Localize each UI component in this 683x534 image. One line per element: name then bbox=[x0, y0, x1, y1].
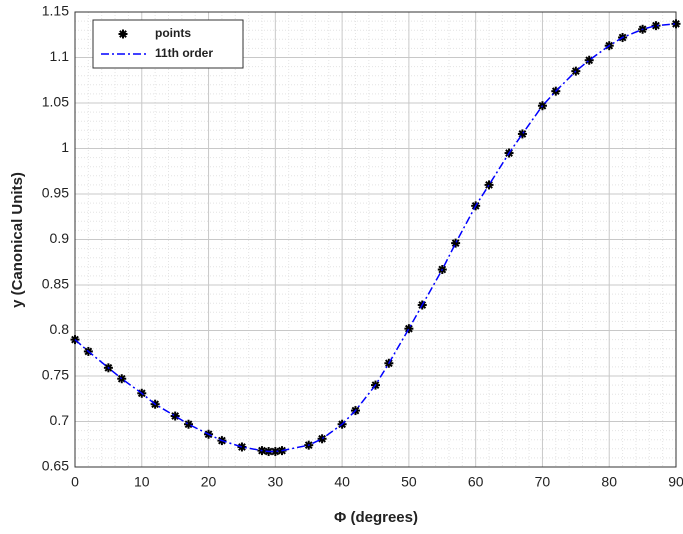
y-tick-label: 0.95 bbox=[42, 185, 69, 201]
x-tick-label: 50 bbox=[401, 474, 417, 490]
marker-stroke bbox=[271, 447, 280, 456]
data-point bbox=[651, 21, 661, 31]
y-tick-label: 1.15 bbox=[42, 3, 69, 19]
x-tick-label: 20 bbox=[201, 474, 217, 490]
legend-label: 11th order bbox=[155, 46, 213, 60]
data-point bbox=[484, 180, 494, 190]
x-tick-label: 90 bbox=[668, 474, 683, 490]
y-tick-label: 0.8 bbox=[50, 321, 70, 337]
x-tick-label: 10 bbox=[134, 474, 150, 490]
y-tick-label: 0.75 bbox=[42, 367, 69, 383]
x-tick-label: 30 bbox=[268, 474, 284, 490]
legend-box bbox=[92, 19, 244, 69]
y-axis-label: y (Canonical Units) bbox=[9, 172, 26, 308]
marker-stroke bbox=[238, 443, 246, 451]
legend-marker bbox=[118, 29, 128, 39]
y-tick-label: 1.1 bbox=[50, 48, 70, 64]
marker-stroke bbox=[184, 420, 193, 429]
fit-line bbox=[74, 23, 677, 453]
y-tick-label: 1 bbox=[61, 139, 69, 155]
marker-stroke bbox=[119, 30, 127, 38]
legend-label: points bbox=[155, 26, 191, 40]
x-tick-label: 40 bbox=[334, 474, 350, 490]
y-tick-label: 1.05 bbox=[42, 94, 69, 110]
y-tick-label: 0.7 bbox=[50, 412, 70, 428]
data-point bbox=[170, 411, 180, 421]
x-tick-label: 80 bbox=[601, 474, 617, 490]
y-tick-label: 0.65 bbox=[42, 458, 69, 474]
plot-frame bbox=[74, 11, 677, 468]
x-tick-label: 60 bbox=[468, 474, 484, 490]
data-point bbox=[451, 238, 461, 248]
x-axis-label: Φ (degrees) bbox=[334, 509, 418, 526]
marker-stroke bbox=[171, 412, 180, 420]
marker-stroke bbox=[672, 19, 680, 28]
x-tick-label: 70 bbox=[535, 474, 551, 490]
data-point bbox=[404, 324, 414, 334]
marker-stroke bbox=[318, 434, 326, 443]
marker-stroke bbox=[404, 324, 413, 333]
y-tick-label: 0.85 bbox=[42, 276, 69, 292]
data-point bbox=[517, 129, 527, 139]
data-point bbox=[184, 419, 194, 429]
data-point bbox=[237, 442, 247, 452]
data-point bbox=[671, 19, 681, 29]
x-tick-label: 0 bbox=[71, 474, 79, 490]
data-point bbox=[317, 434, 327, 444]
marker-stroke bbox=[652, 21, 660, 30]
y-tick-label: 0.9 bbox=[50, 230, 70, 246]
marker-stroke bbox=[451, 239, 460, 248]
